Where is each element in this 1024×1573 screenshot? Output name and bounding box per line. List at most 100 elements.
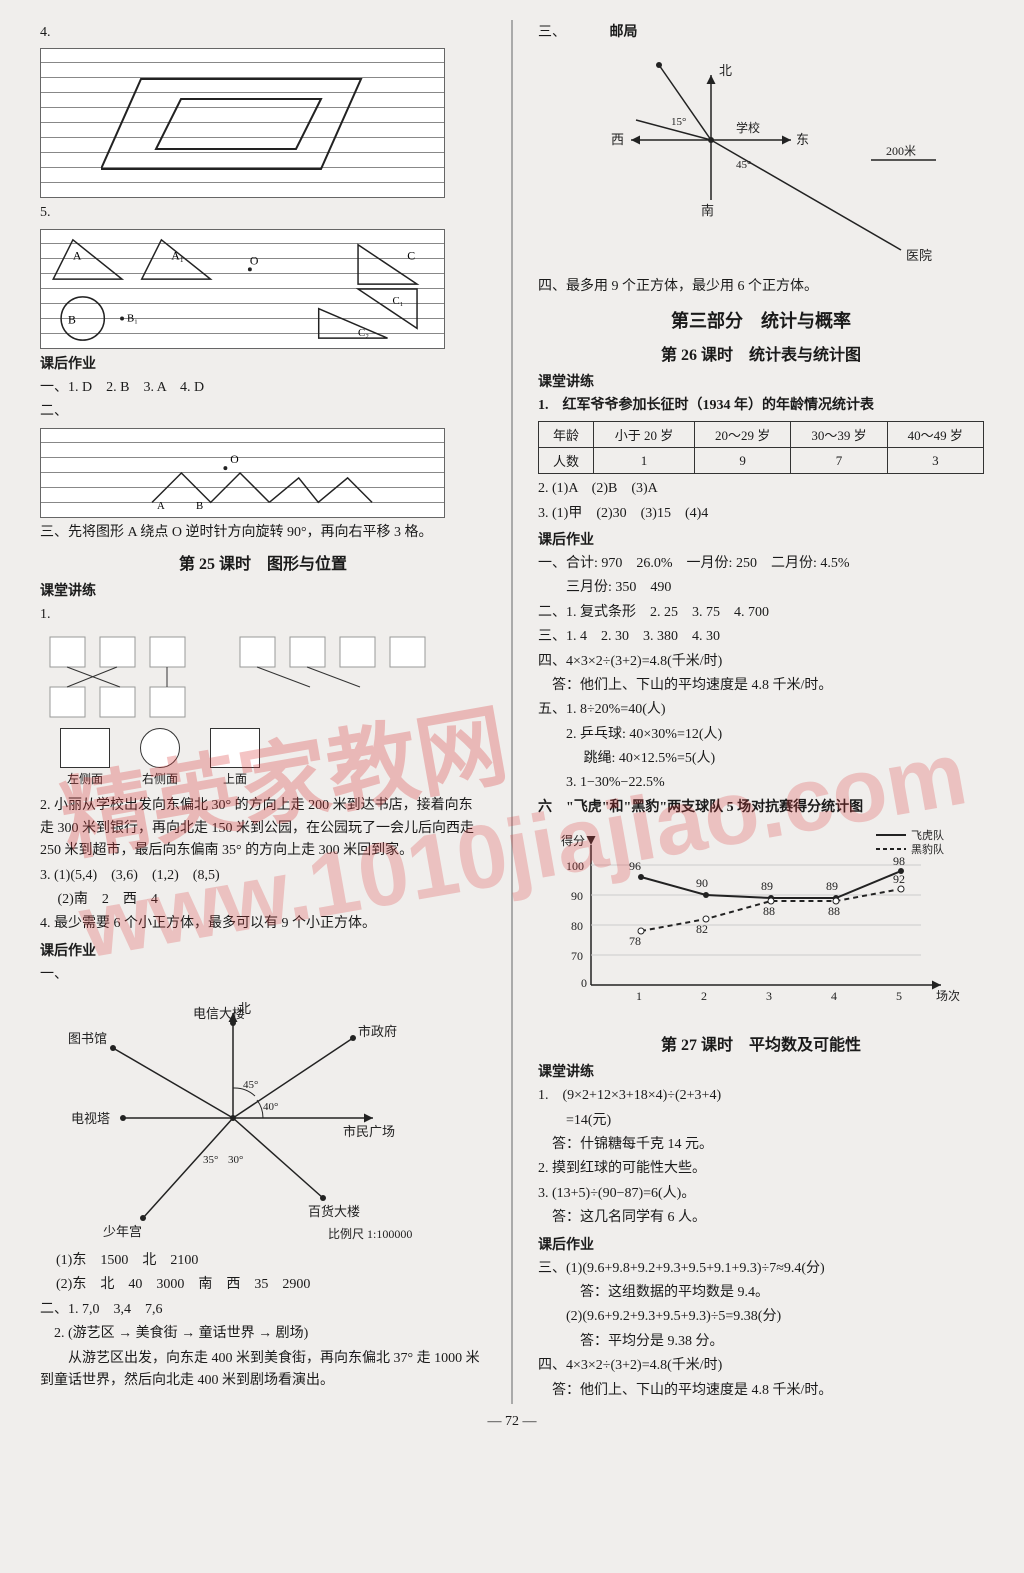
- svg-text:少年宫: 少年宫: [103, 1224, 142, 1239]
- hw2-label: 二、: [40, 401, 486, 423]
- hw1-answers: 一、1. D 2. B 3. A 4. D: [40, 377, 486, 399]
- r-afterhw2: 课后作业: [538, 1234, 984, 1254]
- hw2-shapes: O A B: [41, 429, 444, 517]
- r-q4: 四、最多用 9 个正方体，最少用 6 个正方体。: [538, 276, 984, 298]
- svg-text:得分: 得分: [561, 833, 585, 848]
- hw4a: 四、4×3×2÷(3+2)=4.8(千米/时): [538, 1355, 984, 1377]
- view-boxes: 左侧面 右侧面 上面: [60, 728, 486, 787]
- r-q1: 1. 红军爷爷参加长征时（1934 年）的年龄情况统计表: [538, 395, 984, 417]
- r-hw4a: 四、4×3×2÷(3+2)=4.8(千米/时): [538, 651, 984, 673]
- r-hw5a: 五、1. 8÷20%=40(人): [538, 699, 984, 721]
- r-hw4b: 答：他们上、下山的平均速度是 4.8 千米/时。: [538, 675, 984, 697]
- svg-text:比例尺 1:100000: 比例尺 1:100000: [328, 1227, 412, 1241]
- tr-count: 人数: [539, 448, 594, 474]
- svg-text:96: 96: [629, 859, 641, 873]
- svg-text:东: 东: [796, 132, 809, 147]
- r-hw5d: 3. 1−30%−22.5%: [538, 772, 984, 794]
- r-hw1b: 三月份: 350 490: [538, 577, 984, 599]
- r-hw5b: 2. 乒乓球: 40×30%=12(人): [538, 724, 984, 746]
- svg-text:30°: 30°: [228, 1154, 243, 1166]
- svg-text:88: 88: [828, 904, 840, 918]
- view-left: 左侧面: [60, 728, 110, 787]
- tv3: 7: [791, 448, 887, 474]
- svg-text:A: A: [157, 500, 165, 512]
- view-top: 上面: [210, 728, 260, 787]
- svg-text:90: 90: [696, 876, 708, 890]
- svg-text:88: 88: [763, 904, 775, 918]
- svg-text:89: 89: [761, 879, 773, 893]
- lesson25-title: 第 25 课时 图形与位置: [40, 550, 486, 574]
- svg-text:45°: 45°: [243, 1079, 258, 1091]
- svg-text:电视塔: 电视塔: [71, 1111, 110, 1126]
- ans2: (2)东 北 40 3000 南 西 35 2900: [40, 1274, 486, 1296]
- svg-text:O: O: [230, 453, 238, 466]
- c1c: 答：什锦糖每千克 14 元。: [538, 1134, 984, 1156]
- r-q2: 2. (1)A (2)B (3)A: [538, 478, 984, 500]
- svg-text:100: 100: [566, 859, 584, 873]
- animal-icons-row: [40, 632, 486, 722]
- svg-text:A₁: A₁: [171, 248, 184, 262]
- line-chart: 得分 100 90 80 70 0 96 90 89 89 98: [538, 825, 984, 1025]
- grid-q4: [40, 48, 445, 198]
- svg-text:3: 3: [766, 989, 772, 1003]
- svg-text:飞虎队: 飞虎队: [911, 828, 944, 842]
- svg-text:B₁: B₁: [127, 312, 138, 324]
- compass-diagram-right: 北 南 西 东 15° 学校 45° 医院 200米: [538, 50, 984, 270]
- svg-text:O: O: [250, 253, 259, 267]
- q5-shapes: A A₁ O C C₁ C₂ B B₁: [41, 230, 444, 348]
- grid-hw2: O A B: [40, 428, 445, 518]
- svg-text:98: 98: [893, 854, 905, 868]
- parallelogram-shapes: [101, 69, 381, 179]
- r-q3-text: 三、: [538, 25, 566, 40]
- after-hw-title: 课后作业: [40, 353, 486, 373]
- r-hw3a: 三、1. 4 2. 30 3. 380 4. 30: [538, 626, 984, 648]
- svg-text:场次: 场次: [936, 989, 960, 1003]
- q3a-text: 3. (1)(5,4) (3,6) (1,2) (8,5): [40, 865, 486, 887]
- svg-text:2: 2: [701, 989, 707, 1003]
- hw4b: 答：他们上、下山的平均速度是 4.8 千米/时。: [538, 1380, 984, 1402]
- r-hw1a: 一、合计: 970 26.0% 一月份: 250 二月份: 4.5%: [538, 553, 984, 575]
- svg-text:0: 0: [581, 976, 587, 990]
- svg-text:45°: 45°: [736, 159, 751, 171]
- page-number: — 72 —: [40, 1414, 984, 1430]
- view-left-label: 左侧面: [67, 772, 103, 786]
- svg-text:图书馆: 图书馆: [68, 1031, 107, 1046]
- chart-title: 六 "飞虎"和"黑豹"两支球队 5 场对抗赛得分统计图: [538, 797, 984, 819]
- view-right-shape: [140, 728, 180, 768]
- after-hw2-title: 课后作业: [40, 940, 486, 960]
- th-4049: 40～49 岁: [887, 422, 983, 448]
- view-top-label: 上面: [223, 772, 247, 786]
- right-column: 三、 邮局 北 南 西 东: [538, 20, 984, 1404]
- svg-text:4: 4: [831, 989, 837, 1003]
- svg-text:百货大楼: 百货大楼: [308, 1204, 360, 1219]
- svg-text:78: 78: [629, 934, 641, 948]
- svg-text:80: 80: [571, 919, 583, 933]
- th-3039: 30～39 岁: [791, 422, 887, 448]
- svg-text:北: 北: [719, 63, 732, 78]
- ans1: (1)东 1500 北 2100: [40, 1250, 486, 1272]
- svg-text:A: A: [73, 248, 82, 262]
- lesson27-title: 第 27 课时 平均数及可能性: [538, 1031, 984, 1055]
- svg-text:C₂: C₂: [358, 327, 369, 339]
- hw-twob: 2. (游艺区 → 美食街 → 童话世界 → 剧场): [40, 1323, 486, 1345]
- post-label: 邮局: [610, 25, 638, 40]
- tv4: 3: [887, 448, 983, 474]
- r-classroom: 课堂讲练: [538, 371, 984, 391]
- view-right-label: 右侧面: [142, 772, 178, 786]
- c2: 2. 摸到红球的可能性大些。: [538, 1158, 984, 1180]
- grid-q5: A A₁ O C C₁ C₂ B B₁: [40, 229, 445, 349]
- view-left-shape: [60, 728, 110, 768]
- hw3-text: 三、先将图形 A 绕点 O 逆时针方向旋转 90°，再向右平移 3 格。: [40, 522, 486, 544]
- svg-text:医院: 医院: [906, 248, 932, 263]
- q4-label: 4.: [40, 22, 486, 44]
- svg-text:电信大楼: 电信大楼: [193, 1006, 245, 1021]
- svg-text:C: C: [407, 248, 415, 262]
- stats-table: 年龄 小于 20 岁 20～29 岁 30～39 岁 40～49 岁 人数 1 …: [538, 421, 984, 474]
- r-hw2a: 二、1. 复式条形 2. 25 3. 75 4. 700: [538, 602, 984, 624]
- svg-text:5: 5: [896, 989, 902, 1003]
- c1b: =14(元): [538, 1110, 984, 1132]
- svg-text:82: 82: [696, 922, 708, 936]
- view-top-shape: [210, 728, 260, 768]
- lesson26-title: 第 26 课时 统计表与统计图: [538, 341, 984, 365]
- th-u20: 小于 20 岁: [594, 422, 695, 448]
